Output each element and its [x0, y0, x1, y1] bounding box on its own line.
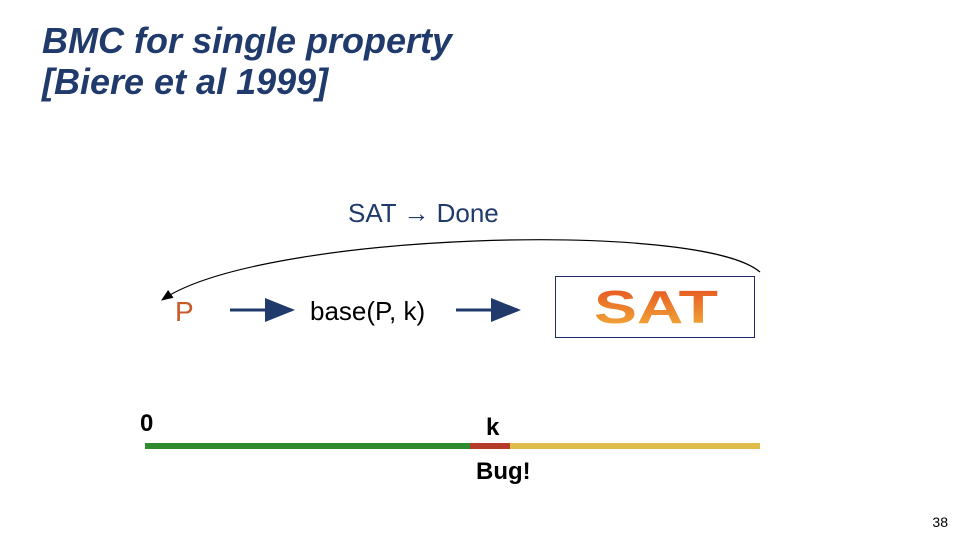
sat-solver-box: SAT [555, 276, 755, 338]
timeline-segment-red [470, 443, 510, 449]
timeline-segment-yellow [510, 443, 760, 449]
page-number: 38 [932, 514, 948, 530]
svg-text:SAT: SAT [594, 281, 718, 333]
p-label: P [175, 296, 194, 328]
title-line-1: BMC for single property [42, 20, 452, 61]
title-line-2: [Biere et al 1999] [42, 61, 452, 102]
sat-done-label: SAT → Done [348, 198, 499, 229]
timeline-zero-label: 0 [140, 410, 153, 438]
timeline-k-label: k [486, 414, 499, 442]
timeline-segment-green [145, 443, 470, 449]
base-label: base(P, k) [310, 296, 425, 327]
bug-label: Bug! [476, 458, 531, 486]
sat-gradient-text: SAT [556, 276, 754, 338]
slide-title: BMC for single property [Biere et al 199… [42, 20, 452, 103]
